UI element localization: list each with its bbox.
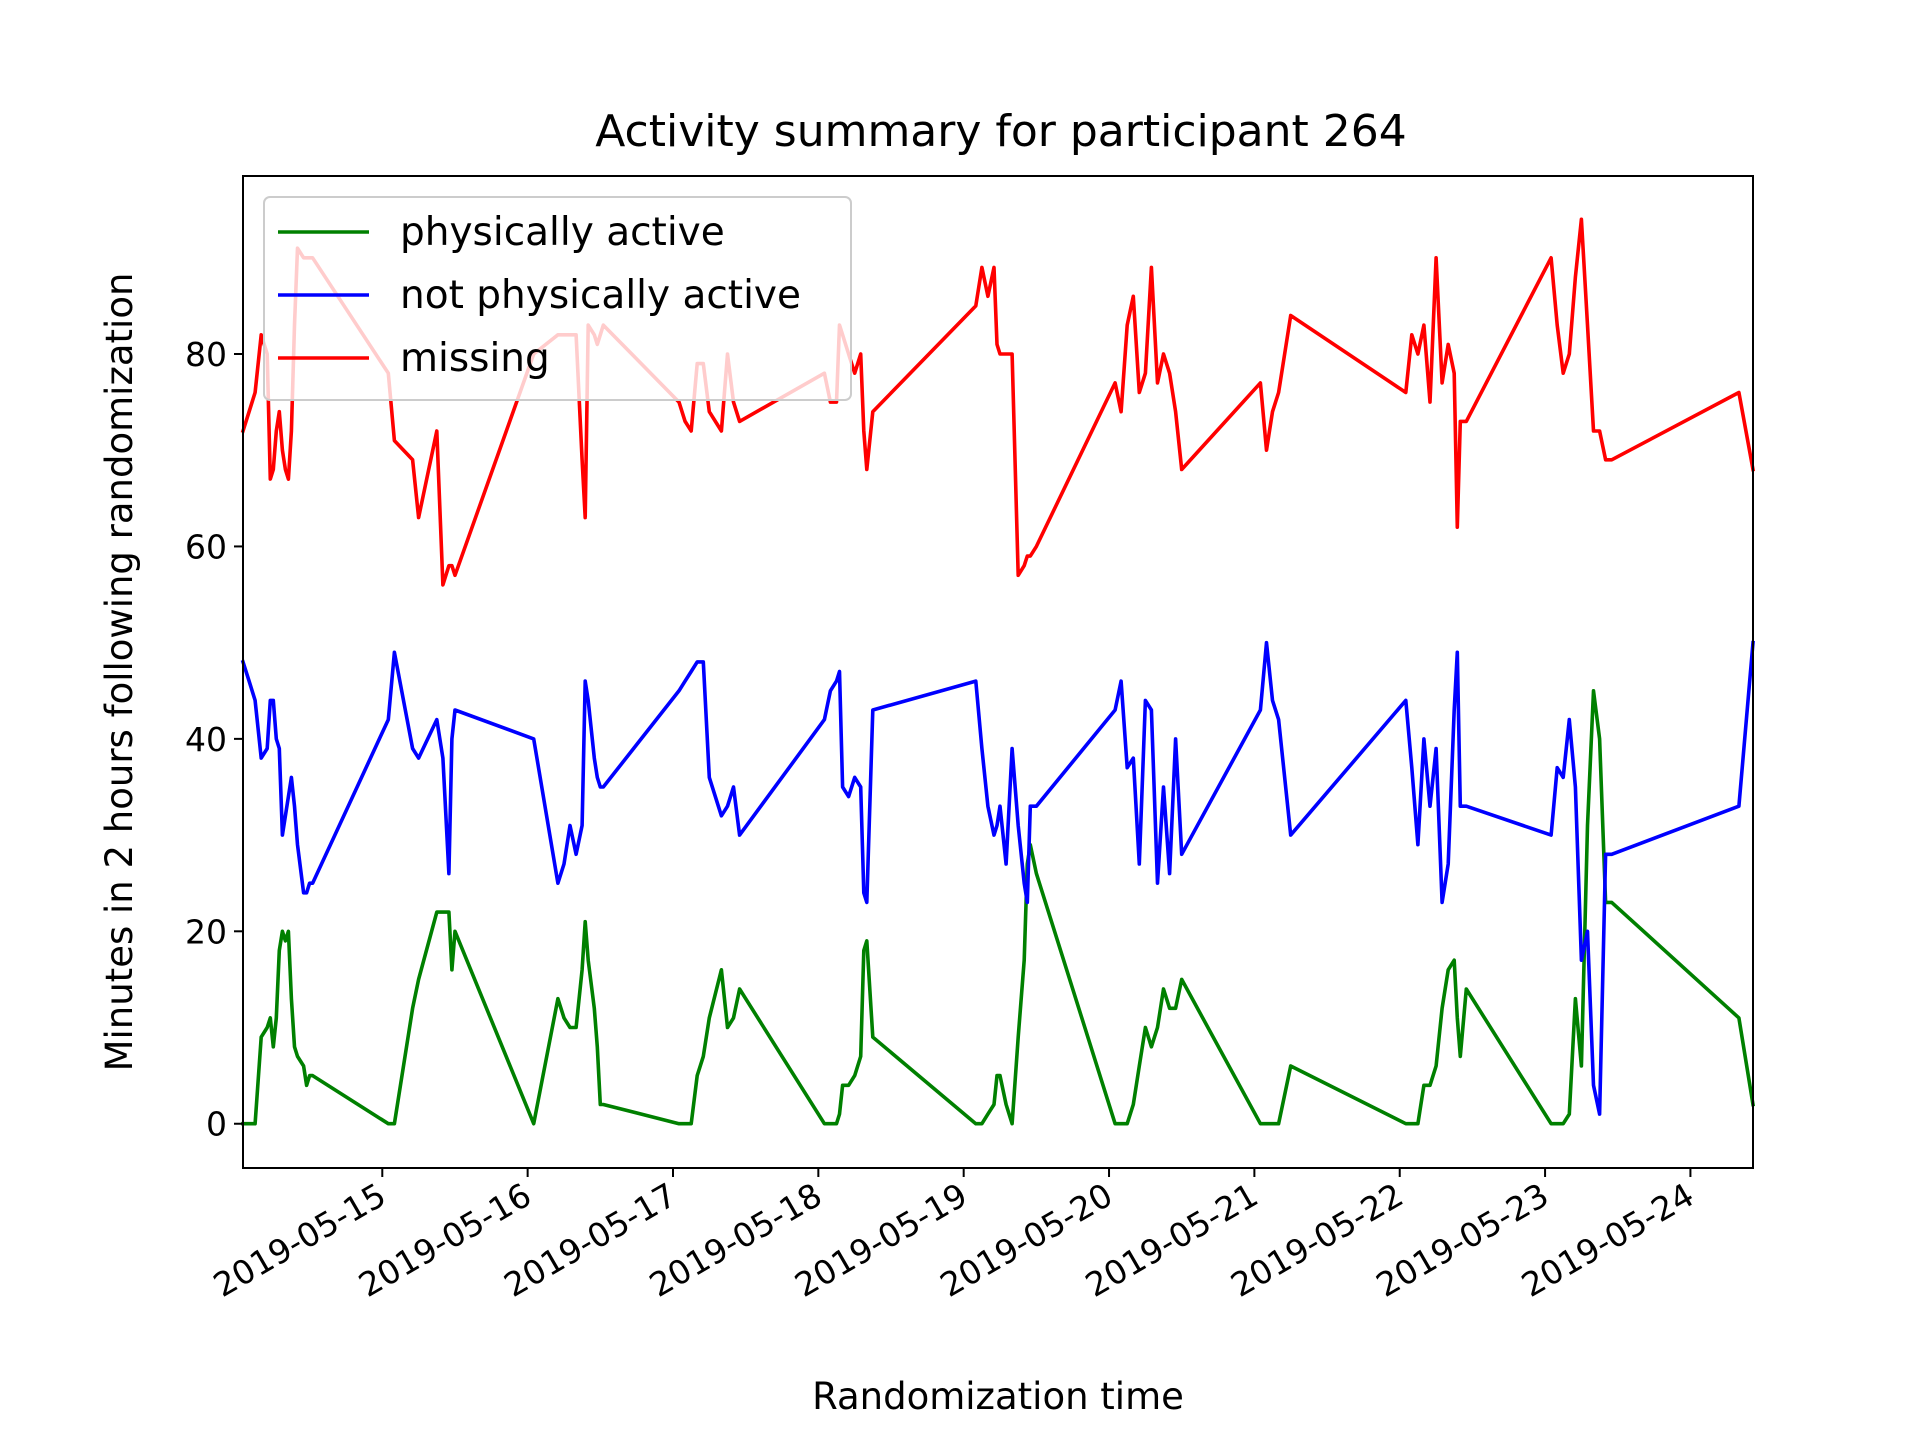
y-tick-label: 80 — [185, 335, 227, 374]
y-tick-label: 40 — [185, 720, 227, 759]
chart-title: Activity summary for participant 264 — [595, 106, 1407, 157]
y-axis: 0 20 40 60 80 — [185, 335, 243, 1144]
series-line-1 — [240, 640, 1755, 1116]
y-tick-label: 20 — [185, 912, 227, 951]
x-axis-title: Randomization time — [812, 1375, 1184, 1418]
series-line-0 — [241, 688, 1756, 1126]
legend-box — [263, 196, 852, 401]
legend: physically active not physically active mi… — [263, 196, 852, 401]
y-tick-label: 60 — [185, 527, 227, 566]
y-axis-title: Minutes in 2 hours following randomizati… — [98, 273, 141, 1072]
legend-label: physically active — [400, 210, 725, 255]
legend-label: missing — [400, 336, 550, 381]
plot-area-frame — [242, 175, 1754, 1169]
legend-label: not physically active — [400, 273, 801, 318]
y-tick-label: 0 — [206, 1105, 227, 1144]
